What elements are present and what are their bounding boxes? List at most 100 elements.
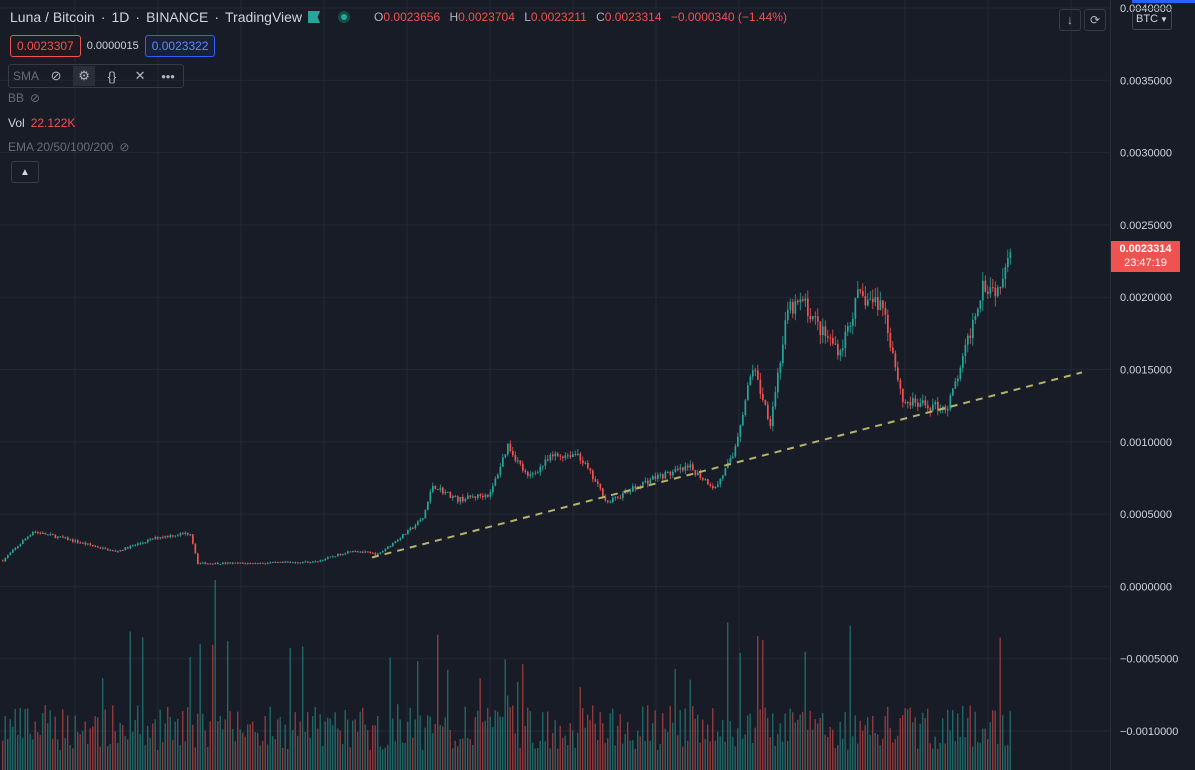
scroll-down-button[interactable]: ↓ <box>1059 9 1081 31</box>
y-tick-label: 0.0015000 <box>1120 365 1172 377</box>
indicator-bb[interactable]: BB ⊘ <box>8 91 40 105</box>
candle-body <box>159 537 162 539</box>
volume-bar <box>479 678 481 770</box>
candle-body <box>79 542 82 544</box>
interval[interactable]: 1D <box>111 9 130 25</box>
candle-body <box>534 472 537 474</box>
volume-bar <box>172 739 174 770</box>
volume-bar <box>687 740 689 770</box>
ohlc-open-label: O <box>374 10 384 24</box>
candle-body <box>307 561 309 563</box>
gear-icon[interactable]: ⚙ <box>73 66 96 86</box>
volume-bar <box>504 659 506 770</box>
y-tick-label: 0.0035000 <box>1120 75 1172 87</box>
volume-bar <box>427 715 429 770</box>
volume-bar <box>157 749 159 770</box>
volume-bar <box>262 740 264 770</box>
volume-bar <box>922 712 924 770</box>
volume-bar <box>342 744 344 770</box>
volume-bar <box>477 710 479 770</box>
candle-body <box>402 533 404 539</box>
volume-bar <box>487 707 489 770</box>
eye-off-icon[interactable]: ⊘ <box>30 91 41 105</box>
candle-body <box>62 536 64 538</box>
volume-bar <box>762 639 764 770</box>
volume-bar <box>699 742 701 770</box>
flag-icon[interactable] <box>308 11 321 23</box>
candle-body <box>849 325 852 327</box>
collapse-legend-button[interactable]: ▲ <box>11 161 39 183</box>
volume-bar <box>987 738 989 770</box>
volume-bar <box>474 717 476 770</box>
volume-bar <box>382 749 384 770</box>
currency-select[interactable]: BTC ▼ <box>1132 8 1172 30</box>
volume-bar <box>977 742 979 770</box>
candle-body <box>482 495 484 498</box>
volume-bar <box>179 745 181 770</box>
candle-body <box>222 562 224 565</box>
volume-bar <box>89 728 91 770</box>
volume-bar <box>257 733 259 770</box>
candle-body <box>144 542 147 544</box>
close-icon[interactable]: ✕ <box>134 68 146 83</box>
candle-body <box>464 499 467 502</box>
candle-body <box>137 543 139 545</box>
currency-label: BTC <box>1136 13 1159 25</box>
candle-body <box>269 562 272 564</box>
volume-bar <box>272 736 274 770</box>
volume-bar <box>552 733 554 770</box>
candle-body <box>212 563 214 565</box>
candle-body <box>662 474 664 479</box>
volume-bar <box>574 747 576 770</box>
candle-body <box>697 472 699 476</box>
ohlc-values: O0.0023656 H0.0023704 L0.0023211 C0.0023… <box>374 10 793 24</box>
volume-bar <box>889 728 891 770</box>
volume-bar <box>189 657 191 770</box>
indicator-volume[interactable]: Vol 22.122K <box>8 116 75 130</box>
volume-bar <box>224 719 226 770</box>
candle-body <box>632 486 634 492</box>
candle-body <box>412 527 414 529</box>
source-code-icon[interactable]: {} <box>107 68 117 84</box>
market-status-icon[interactable] <box>338 11 351 23</box>
ohlc-high-label: H <box>449 10 459 24</box>
eye-off-icon[interactable]: ⊘ <box>119 140 130 154</box>
candle-body <box>232 562 234 564</box>
volume-bar <box>37 732 39 770</box>
symbol-name[interactable]: Luna / Bitcoin <box>10 9 95 25</box>
y-tick-label: 0.0010000 <box>1120 437 1172 449</box>
candle-body <box>364 551 367 553</box>
candle-body <box>154 536 157 540</box>
volume-bar <box>279 716 281 770</box>
candle-body <box>542 465 544 467</box>
more-icon[interactable]: ••• <box>161 68 175 84</box>
volume-bar <box>352 720 354 770</box>
sell-price-button[interactable]: 0.0023307 <box>10 35 81 57</box>
volume-bar <box>289 647 291 770</box>
volume-bar <box>9 719 11 770</box>
eye-off-icon[interactable]: ⊘ <box>50 68 62 83</box>
indicator-sma[interactable]: SMA ⊘ ⚙ {} ✕ ••• <box>8 64 185 88</box>
indicator-ema[interactable]: EMA 20/50/100/200 ⊘ <box>8 140 129 154</box>
volume-bar <box>232 728 234 770</box>
candle-body <box>274 561 277 563</box>
candle-body <box>34 532 37 534</box>
candle-body <box>104 547 107 549</box>
volume-bar <box>549 748 551 770</box>
price-axis[interactable] <box>1110 0 1195 770</box>
volume-bar <box>929 743 931 770</box>
candle-body <box>754 370 757 372</box>
volume-bar <box>417 661 419 770</box>
candle-body <box>139 543 142 545</box>
volume-bar <box>934 736 936 770</box>
candle-body <box>789 302 792 310</box>
trendline[interactable] <box>371 371 1083 559</box>
volume-bar <box>697 714 699 770</box>
buy-price-button[interactable]: 0.0023322 <box>144 35 216 57</box>
candle-body <box>842 348 844 351</box>
volume-bar <box>367 730 369 770</box>
volume-bar <box>594 723 596 770</box>
candle-body <box>732 456 734 459</box>
restore-button[interactable]: ⟳ <box>1084 9 1106 31</box>
